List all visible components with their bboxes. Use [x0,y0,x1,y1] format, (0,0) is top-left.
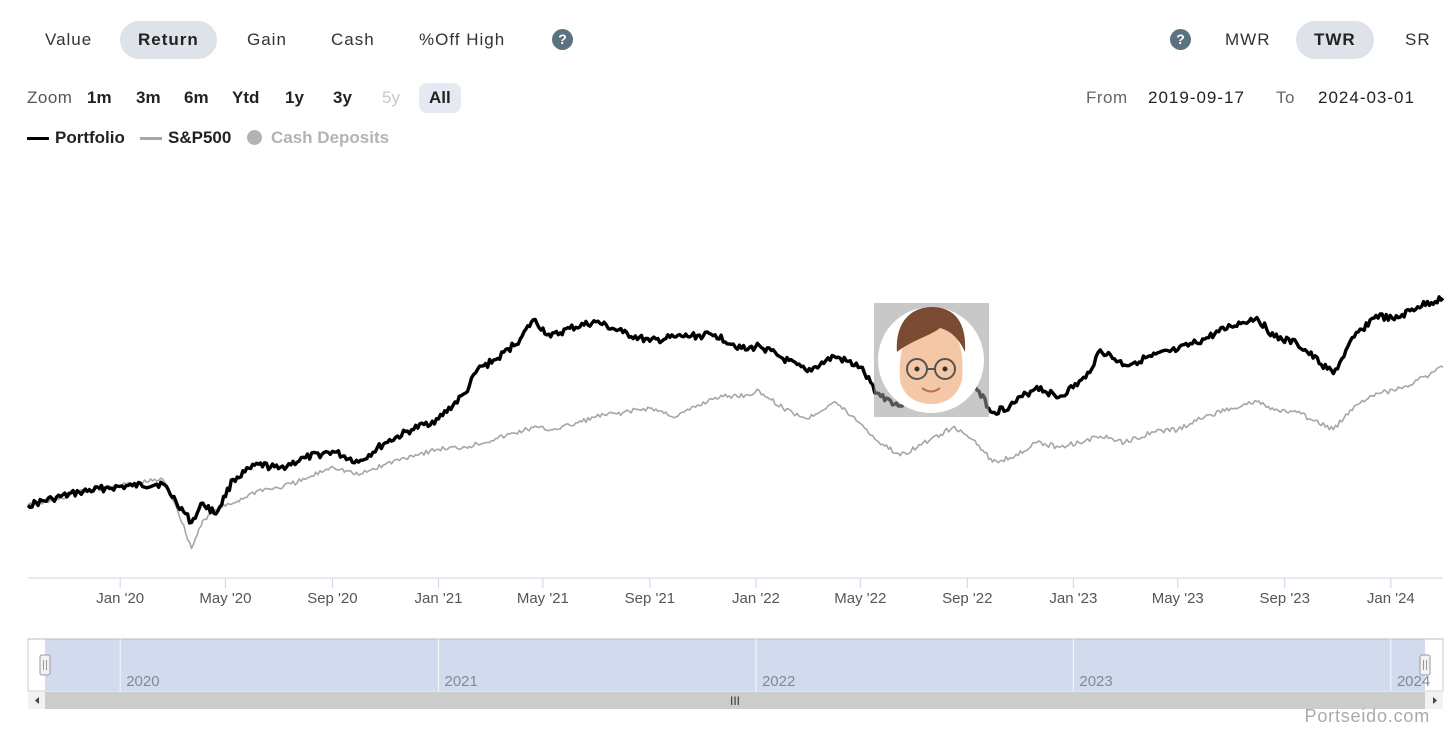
legend-sp500-line-icon [140,137,162,140]
scroll-left-arrow-icon[interactable] [35,697,39,704]
x-tick-label: Jan '24 [1367,590,1415,607]
navigator[interactable]: 2020 2021 2022 2023 2024 [27,638,1444,692]
navigator-scrollbar[interactable]: III [28,692,1443,709]
sp500-series-line [27,365,1444,550]
x-tick-label: Sep '20 [307,590,357,607]
navigator-right-handle[interactable] [1419,654,1431,676]
zoom-1y-button[interactable]: 1y [285,88,304,107]
x-axis-ticks: Jan '20 May '20 Sep '20 Jan '21 May '21 Sep '… [96,578,1415,607]
tab-return[interactable]: Return [120,21,217,59]
tab-value[interactable]: Value [45,30,93,49]
navigator-year-label: 2020 [126,673,159,690]
x-tick-label: Sep '22 [942,590,992,607]
watermark: Portseido.com [1304,706,1430,726]
zoom-1m-button[interactable]: 1m [87,88,112,107]
navigator-year-label: 2024 [1397,673,1430,690]
navigator-year-label: 2021 [444,673,477,690]
portfolio-series-line [26,295,1445,525]
tab-mwr[interactable]: MWR [1225,30,1271,49]
legend-sp500[interactable]: S&P500 [140,128,240,148]
x-tick-label: Jan '23 [1049,590,1097,607]
navigator-year-label: 2022 [762,673,795,690]
legend-sp500-label: S&P500 [168,128,232,147]
tab-gain[interactable]: Gain [247,30,287,49]
zoom-label: Zoom [27,88,73,107]
x-tick-label: Sep '23 [1260,590,1310,607]
zoom-all-button[interactable]: All [419,83,461,113]
zoom-6m-button[interactable]: 6m [184,88,209,107]
to-date-input[interactable]: 2024-03-01 [1318,88,1415,107]
zoom-5y-button: 5y [382,88,400,107]
x-tick-label: May '21 [517,590,569,607]
zoom-3m-button[interactable]: 3m [136,88,161,107]
legend-cash-deposits[interactable]: Cash Deposits [247,128,397,148]
x-tick-label: Jan '21 [415,590,463,607]
tab-off-high[interactable]: %Off High [419,30,506,49]
navigator-year-divisions: 2020 2021 2022 2023 2024 [119,639,1430,691]
zoom-ytd-button[interactable]: Ytd [232,88,260,107]
x-tick-label: May '23 [1152,590,1204,607]
series-layer [26,295,1445,550]
scrollbar-grip-icon: III [730,694,740,708]
x-tick-label: Jan '20 [96,590,144,607]
x-tick-label: Jan '22 [732,590,780,607]
legend-cash-deposits-dot-icon [247,130,262,145]
legend-portfolio[interactable]: Portfolio [27,128,137,148]
navigator-year-label: 2023 [1079,673,1112,690]
navigator-selected-range[interactable] [45,639,1425,691]
from-label: From [1086,88,1128,107]
navigator-left-handle[interactable] [39,654,51,676]
x-tick-label: May '20 [199,590,251,607]
scroll-right-arrow-icon[interactable] [1433,697,1437,704]
x-tick-label: May '22 [834,590,886,607]
avatar [874,303,989,417]
tab-sr[interactable]: SR [1405,30,1431,49]
zoom-3y-button[interactable]: 3y [333,88,352,107]
return-method-help-icon[interactable]: ? [1170,29,1191,50]
scrollbar-thumb[interactable] [45,692,1425,709]
from-date-input[interactable]: 2019-09-17 [1148,88,1245,107]
to-label: To [1276,88,1295,107]
tab-cash[interactable]: Cash [331,30,375,49]
legend-portfolio-line-icon [27,137,49,140]
help-icon[interactable]: ? [552,29,573,50]
legend-cash-deposits-label: Cash Deposits [271,128,390,147]
legend-portfolio-label: Portfolio [55,128,125,147]
tab-twr[interactable]: TWR [1296,21,1374,59]
x-tick-label: Sep '21 [625,590,675,607]
